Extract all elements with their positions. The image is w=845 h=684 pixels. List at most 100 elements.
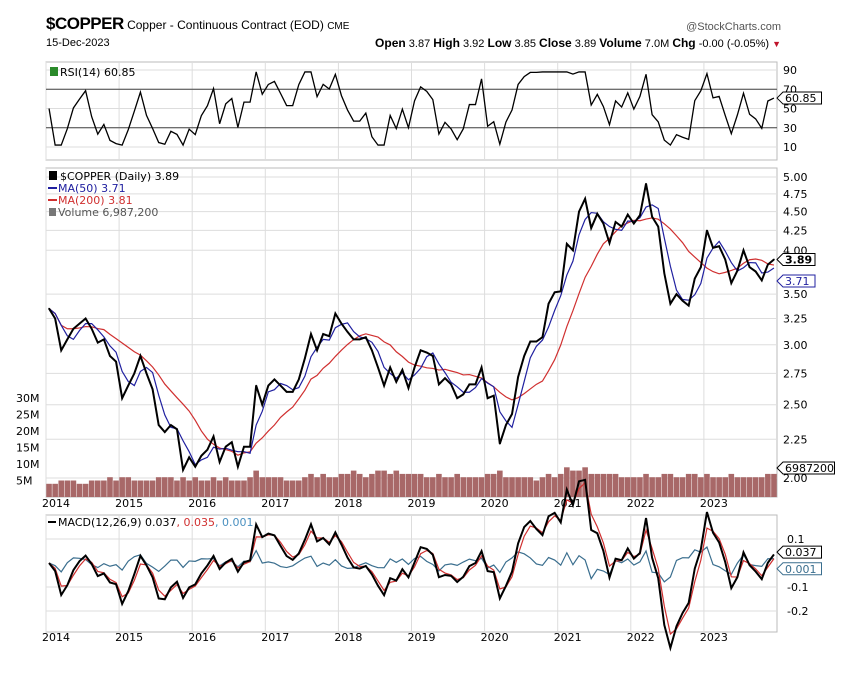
price-point [352,338,355,341]
volume-bar [350,470,357,497]
volume-bar [557,473,564,497]
volume-tick-label: 25M [16,409,40,422]
volume-bar [338,473,345,497]
volume-tick-label: 10M [16,458,40,471]
volume-bar [363,477,369,497]
volume-bar [259,477,266,497]
price-point [60,349,63,352]
rsi-tick-label: 90 [783,64,797,77]
volume-tick-label: 15M [16,442,40,455]
volume-bar [771,473,777,497]
rsi-legend-icon [50,67,58,76]
price-point [103,338,105,341]
volume-bar [344,473,351,497]
volume-bar [76,483,83,497]
volume-bar [204,480,211,497]
volume-bar [241,480,247,497]
price-point [523,355,525,357]
price-point [602,222,605,225]
high-value: 3.92 [463,38,485,50]
volume-bar [271,477,278,497]
price-point [614,221,617,223]
price-point [371,349,373,352]
macd-value-tag: 0.037 [785,546,817,559]
price-point [626,213,629,216]
price-point [681,300,684,302]
price-point [511,413,513,415]
price-point [553,291,556,294]
price-point [566,242,568,245]
volume-bar [308,473,314,497]
x-tick-label: 2022 [627,497,655,510]
volume-bar [356,473,363,497]
ohlc-summary: Open 3.87 High 3.92 Low 3.85 Close 3.89 … [375,36,781,50]
x-tick-label: 2021 [554,497,582,510]
volume-bar [168,477,174,497]
volume-bar [314,477,320,497]
volume-bar [186,480,192,497]
price-point [590,227,593,229]
volume-bar [326,477,333,497]
price-point [182,469,184,471]
price-point [468,383,471,386]
price-point [480,366,483,369]
price-point [194,465,197,468]
price-tick-label: 2.50 [783,399,808,412]
volume-bar [411,473,418,497]
price-point [109,355,111,357]
price-point [358,338,361,341]
volume-bar [119,477,125,497]
volume-tick-label: 5M [16,475,33,488]
price-point [407,387,410,389]
volume-bar [88,480,95,497]
macd-legend: MACD(12,26,9) 0.037, 0.035, 0.001 [58,516,254,529]
ma50-value-tag-box [776,274,816,288]
x-tick-label: 2023 [700,497,728,510]
volume-bar [198,480,205,497]
volume-bar [369,473,375,497]
price-point [432,355,434,357]
volume-bar [740,477,747,497]
volume-bar [655,477,662,497]
quote-date: 15-Dec-2023 [46,37,110,49]
volume-bar [466,477,473,497]
rsi-value-tag: 60.85 [785,92,817,105]
instrument-name: Copper - Continuous Contract (EOD) [127,18,324,32]
volume-bar [704,473,710,497]
volume-bar [289,480,296,497]
watermark[interactable]: @StockCharts.com [686,21,781,33]
price-point [608,242,611,244]
price-point [48,307,50,310]
volume-bar [716,477,722,497]
close-value: 3.89 [574,38,597,50]
volume-bar [161,477,168,497]
price-point [334,312,337,315]
chart-title: $COPPER Copper - Continuous Contract (EO… [46,14,349,34]
rsi-line [48,71,775,147]
volume-bar [667,473,674,497]
volume-bar [637,477,643,497]
volume-bar [570,470,576,497]
candle-icon [49,171,57,180]
price-point [340,322,343,325]
open-value: 3.87 [408,38,431,50]
x-tick-label: 2021 [554,631,582,644]
volume-bar [94,480,101,497]
x-tick-label: 2017 [261,497,289,510]
price-point [304,357,306,360]
price-value-tag: 3.89 [785,253,812,266]
price-point [572,249,574,252]
macd-tick-label: -0.1 [787,581,808,594]
price-point [517,376,519,378]
volume-bar [673,477,680,497]
price-point [578,210,580,213]
volume-bar [137,480,144,497]
price-point [450,383,452,386]
price-point [346,331,349,333]
volume-bar [503,477,509,497]
price-point [328,335,331,337]
price-point [742,249,745,252]
price-point [212,435,215,438]
volume-value: 7.0M [644,38,670,50]
